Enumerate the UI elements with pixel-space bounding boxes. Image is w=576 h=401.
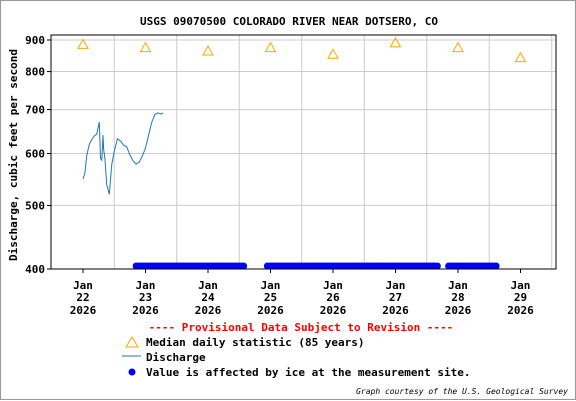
x-tick-date: 25 xyxy=(264,291,277,304)
ice-point xyxy=(492,262,500,270)
y-tick-label: 600 xyxy=(25,148,45,161)
x-tick-month: Jan xyxy=(73,279,93,292)
median-point xyxy=(327,48,339,59)
discharge-line xyxy=(82,112,164,195)
median-point xyxy=(264,41,277,53)
grid xyxy=(51,35,556,269)
legend: Median daily statistic (85 years) Discha… xyxy=(122,336,471,379)
y-tick-label: 500 xyxy=(25,199,45,212)
x-tick-month: Jan xyxy=(198,279,218,292)
y-axis-ticks: 400 500 600 700 800 900 xyxy=(25,34,51,276)
x-tick-date: 29 xyxy=(514,291,527,304)
y-tick-label: 900 xyxy=(25,34,45,47)
median-point xyxy=(77,38,89,49)
x-tick-year: 2026 xyxy=(507,304,534,317)
plot-border xyxy=(50,34,557,270)
x-tick-year: 2026 xyxy=(70,304,97,317)
x-tick-year: 2026 xyxy=(257,304,284,317)
x-tick-year: 2026 xyxy=(382,304,409,317)
x-tick-month: Jan xyxy=(261,279,281,292)
ice-markers xyxy=(132,262,500,270)
ice-point xyxy=(240,262,248,270)
x-tick-year: 2026 xyxy=(132,304,159,317)
x-tick-month: Jan xyxy=(323,279,343,292)
legend-median-triangle-icon xyxy=(125,336,139,348)
median-series xyxy=(77,36,527,63)
y-tick-label: 400 xyxy=(25,263,45,276)
x-axis-ticks: Jan222026Jan232026Jan242026Jan252026Jan2… xyxy=(70,269,534,317)
y-tick-label: 800 xyxy=(25,66,45,79)
x-tick-date: 22 xyxy=(76,291,89,304)
x-tick-month: Jan xyxy=(386,279,406,292)
median-point xyxy=(389,36,402,48)
y-tick-label: 700 xyxy=(25,104,45,117)
x-tick-date: 23 xyxy=(139,291,152,304)
x-tick-date: 26 xyxy=(326,291,340,304)
median-point xyxy=(514,51,527,63)
x-tick-date: 27 xyxy=(389,291,402,304)
x-tick-year: 2026 xyxy=(320,304,347,317)
x-tick-date: 28 xyxy=(451,291,464,304)
median-point xyxy=(139,41,152,53)
legend-discharge-label: Discharge xyxy=(146,351,206,364)
discharge-series xyxy=(82,112,164,195)
x-tick-month: Jan xyxy=(136,279,156,292)
credit-text: Graph courtesy of the U.S. Geological Su… xyxy=(356,387,568,396)
median-point xyxy=(202,44,214,56)
x-tick-year: 2026 xyxy=(195,304,222,317)
provisional-notice: ---- Provisional Data Subject to Revisio… xyxy=(149,321,454,334)
x-tick-date: 24 xyxy=(201,291,215,304)
legend-ice-dot-icon xyxy=(128,368,136,376)
chart-title: USGS 09070500 COLORADO RIVER NEAR DOTSER… xyxy=(140,15,438,28)
legend-median-label: Median daily statistic (85 years) xyxy=(146,336,365,349)
legend-ice-label: Value is affected by ice at the measurem… xyxy=(146,366,471,379)
x-tick-year: 2026 xyxy=(445,304,472,317)
x-tick-month: Jan xyxy=(511,279,531,292)
y-axis-label: Discharge, cubic feet per second xyxy=(7,49,20,261)
x-tick-month: Jan xyxy=(448,279,468,292)
ice-point xyxy=(433,262,441,270)
median-point xyxy=(452,41,464,53)
